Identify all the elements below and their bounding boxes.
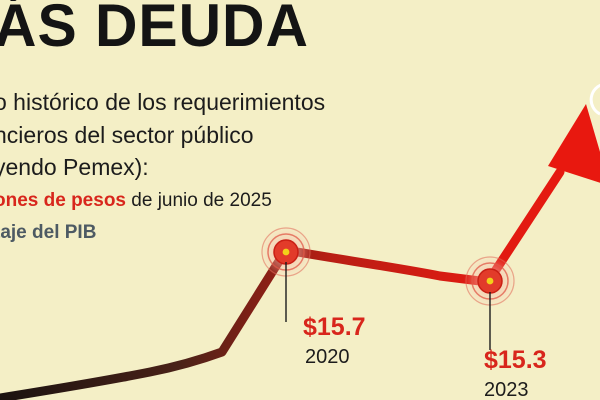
value-label-2020: $15.7 — [303, 313, 366, 341]
subtitle-line-3: yendo Pemex): — [0, 154, 149, 180]
year-label-2023: 2023 — [484, 379, 529, 400]
legend-red: ones de pesos de junio de 2025 — [0, 191, 272, 210]
legend-gray: taje del PIB — [0, 223, 96, 242]
year-label-2020: 2020 — [305, 346, 350, 368]
legend-gray-label: taje del PIB — [0, 222, 97, 243]
point-2020-marker — [260, 226, 312, 278]
subtitle-line-2: ncieros del sector público — [0, 122, 254, 148]
arrow-tip-marker — [589, 83, 600, 116]
legend-red-label: ones de pesos — [0, 190, 126, 211]
subtitle-line-1: o histórico de los requerimientos — [0, 89, 326, 115]
legend-red-suffix: de junio de 2025 — [126, 190, 272, 211]
value-label-2023: $15.3 — [484, 346, 547, 374]
trend-line — [0, 167, 565, 400]
page-title: ÁS DEUDA — [0, 0, 309, 59]
trend-arrowhead — [548, 104, 600, 183]
